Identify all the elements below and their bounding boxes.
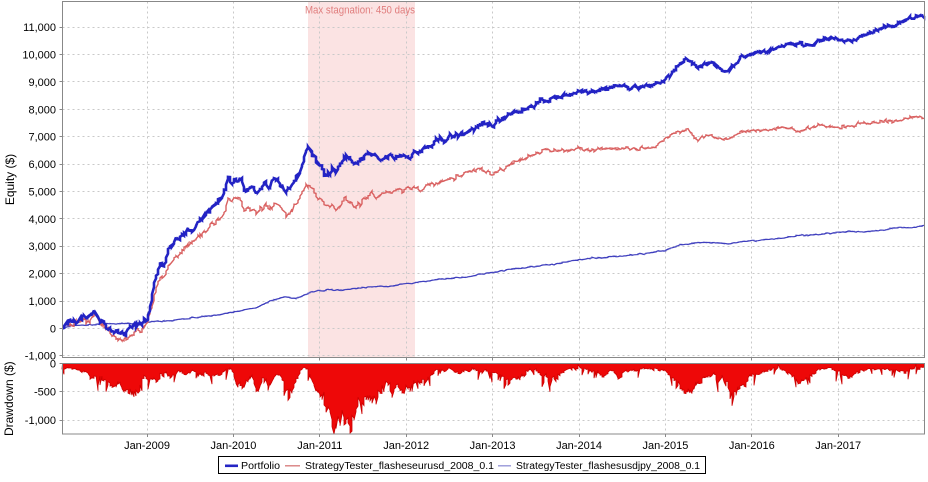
svg-text:Jan-2012: Jan-2012 <box>383 440 429 452</box>
svg-text:10,000: 10,000 <box>22 50 56 62</box>
svg-text:-500: -500 <box>34 387 56 399</box>
svg-text:9,000: 9,000 <box>28 77 56 89</box>
svg-text:Drawdown ($): Drawdown ($) <box>2 361 16 436</box>
svg-text:Jan-2009: Jan-2009 <box>124 440 170 452</box>
svg-text:Equity ($): Equity ($) <box>3 154 17 205</box>
svg-text:0: 0 <box>50 323 56 335</box>
svg-text:7,000: 7,000 <box>28 132 56 144</box>
svg-text:Jan-2014: Jan-2014 <box>556 440 602 452</box>
svg-text:4,000: 4,000 <box>28 214 56 226</box>
svg-text:Portfolio: Portfolio <box>241 461 280 472</box>
svg-text:6,000: 6,000 <box>28 159 56 171</box>
svg-text:-1,000: -1,000 <box>25 415 56 427</box>
svg-text:Jan-2013: Jan-2013 <box>470 440 516 452</box>
svg-text:2,000: 2,000 <box>28 269 56 281</box>
svg-text:Jan-2011: Jan-2011 <box>297 440 342 452</box>
svg-text:5,000: 5,000 <box>28 186 56 198</box>
svg-text:11,000: 11,000 <box>23 22 56 34</box>
svg-text:Jan-2015: Jan-2015 <box>642 440 688 452</box>
svg-text:8,000: 8,000 <box>28 104 56 116</box>
svg-text:3,000: 3,000 <box>28 241 56 253</box>
svg-text:Jan-2017: Jan-2017 <box>815 440 861 452</box>
svg-text:StrategyTester_flashesusdjpy_2: StrategyTester_flashesusdjpy_2008_0.1 <box>516 461 700 472</box>
svg-text:Jan-2010: Jan-2010 <box>210 440 256 452</box>
svg-text:0: 0 <box>50 358 56 370</box>
svg-text:StrategyTester_flasheseurusd_2: StrategyTester_flasheseurusd_2008_0.1 <box>305 461 494 472</box>
svg-text:1,000: 1,000 <box>28 296 56 308</box>
svg-text:Max stagnation: 450 days: Max stagnation: 450 days <box>305 5 415 17</box>
svg-text:-1,000: -1,000 <box>25 351 56 363</box>
svg-text:Jan-2016: Jan-2016 <box>729 440 775 452</box>
